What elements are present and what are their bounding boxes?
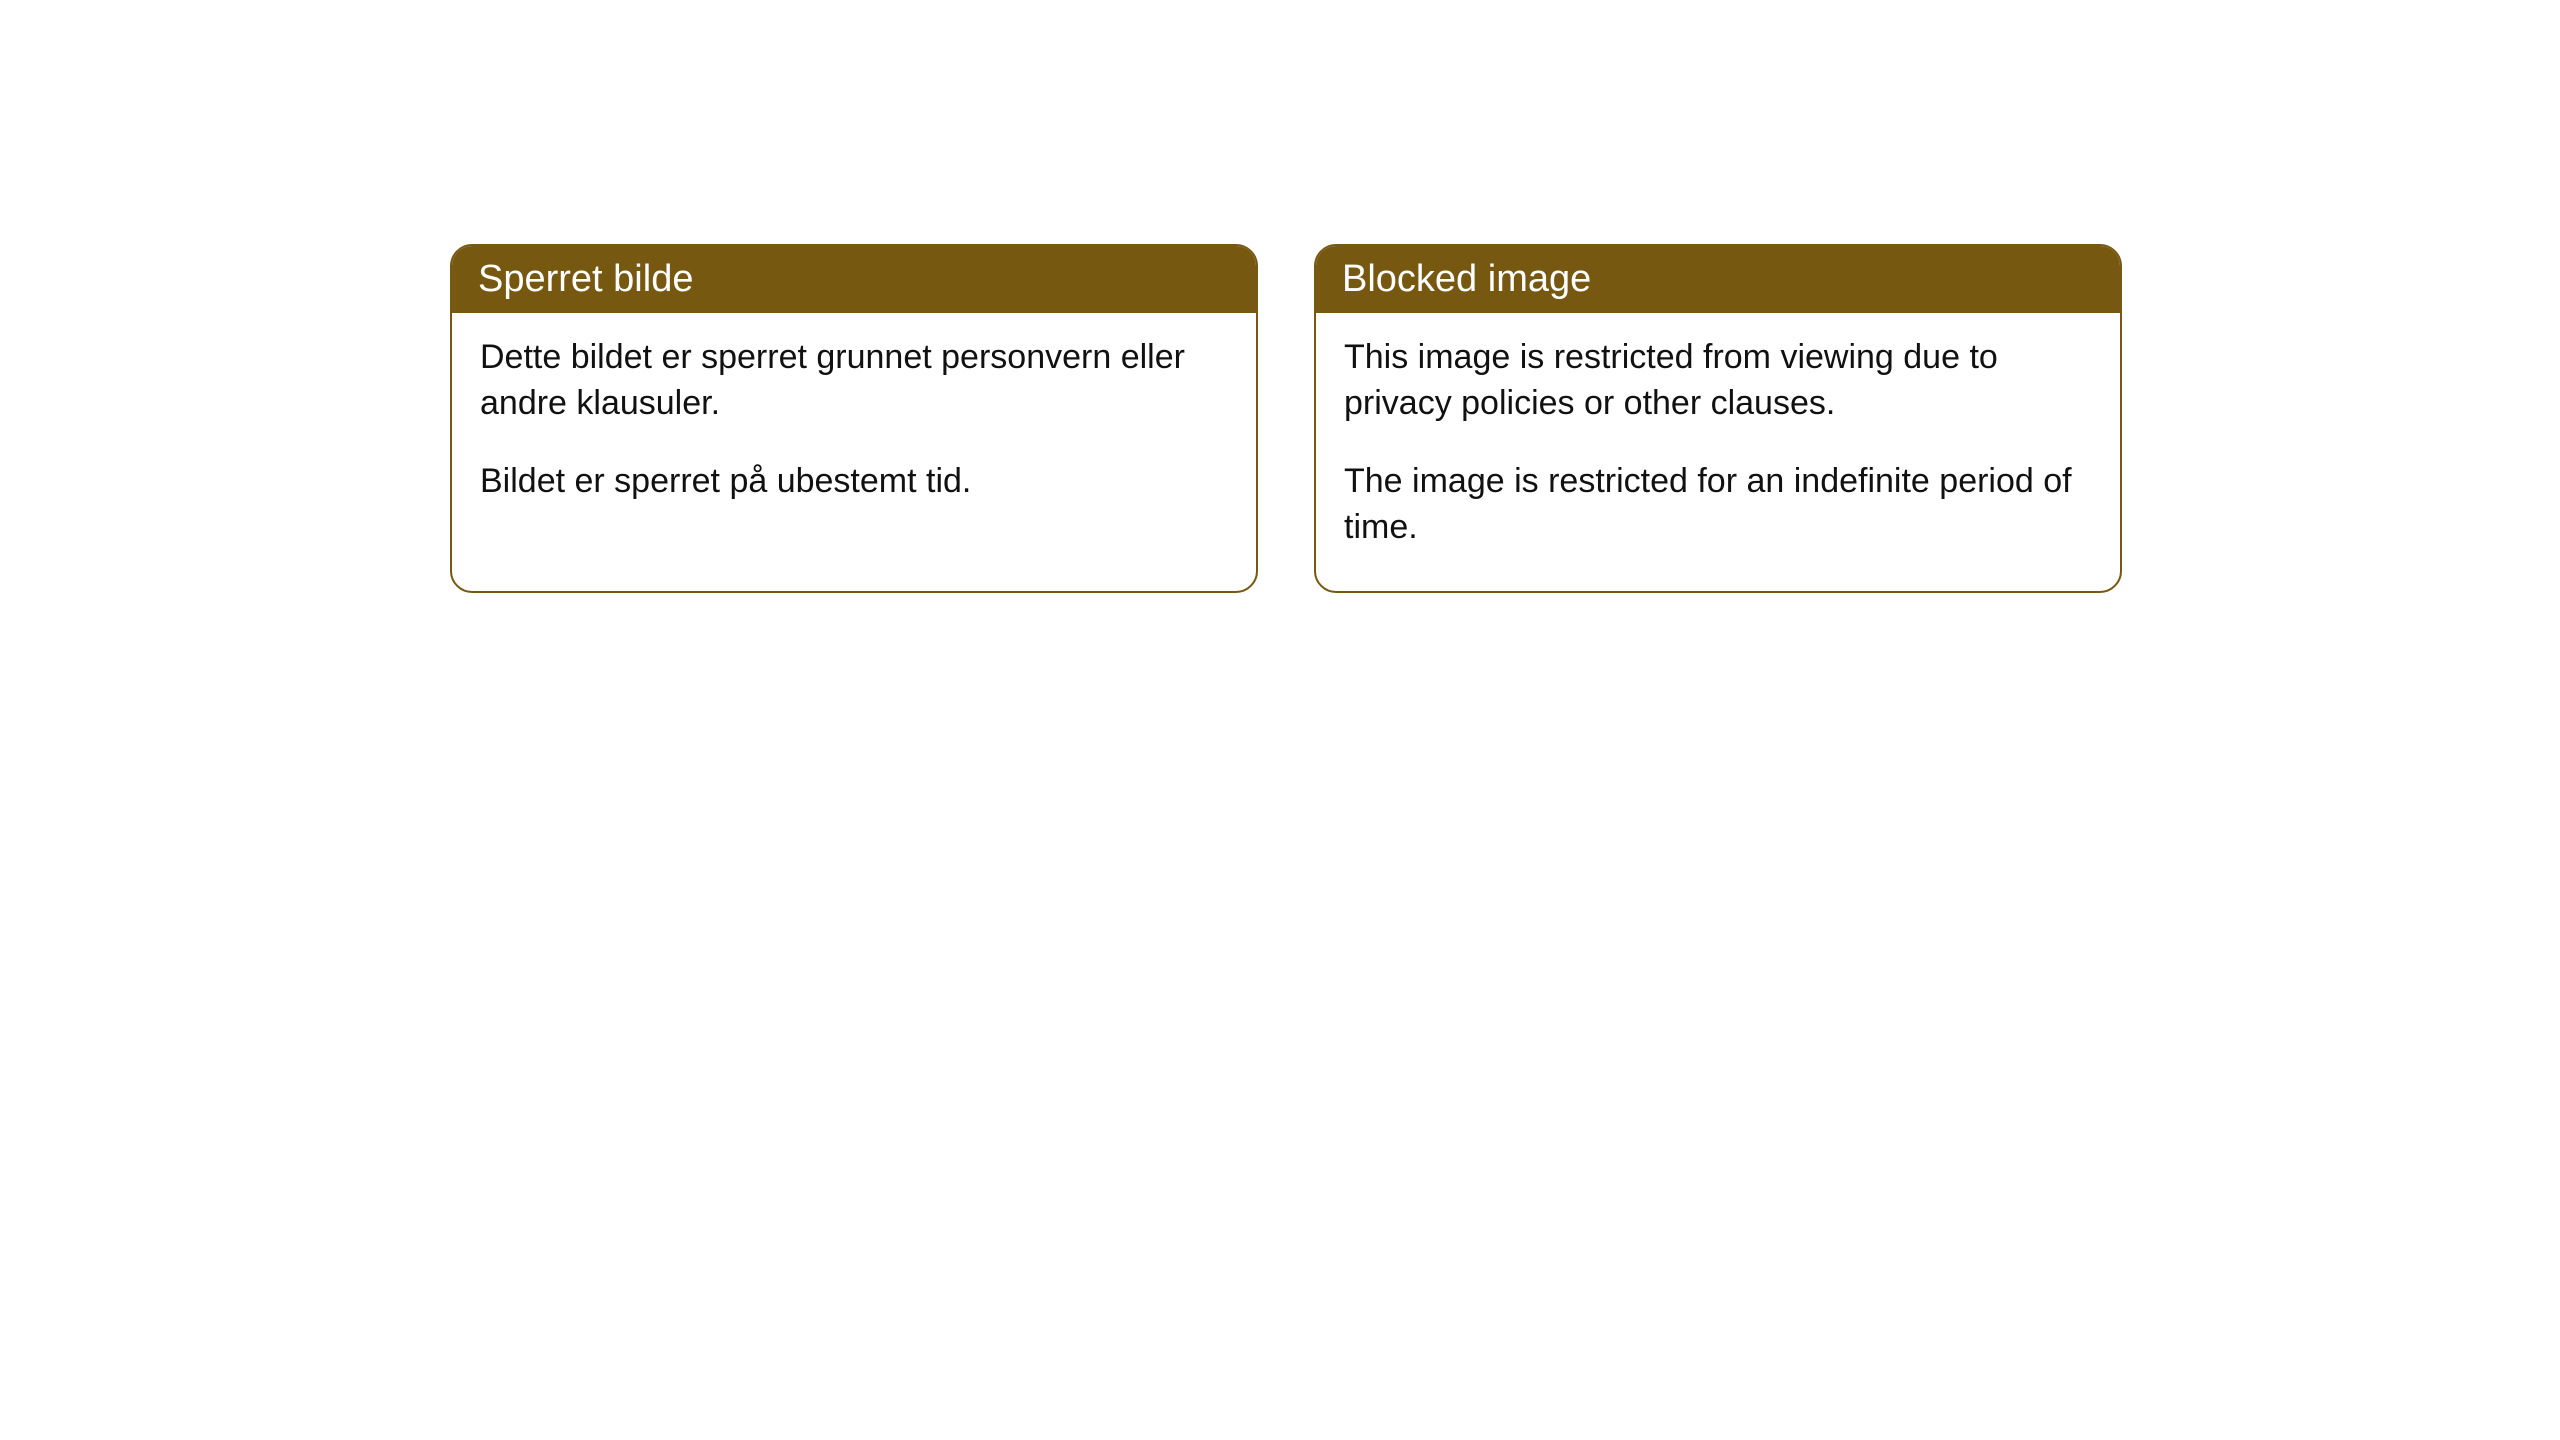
notice-text-2-norwegian: Bildet er sperret på ubestemt tid. (480, 459, 1228, 505)
notice-text-1-norwegian: Dette bildet er sperret grunnet personve… (480, 335, 1228, 427)
notice-text-2-english: The image is restricted for an indefinit… (1344, 459, 2092, 551)
notice-body-english: This image is restricted from viewing du… (1316, 313, 2120, 591)
notice-card-english: Blocked image This image is restricted f… (1314, 244, 2122, 593)
notice-header-english: Blocked image (1316, 246, 2120, 313)
notice-container: Sperret bilde Dette bildet er sperret gr… (0, 0, 2560, 593)
notice-body-norwegian: Dette bildet er sperret grunnet personve… (452, 313, 1256, 545)
notice-header-norwegian: Sperret bilde (452, 246, 1256, 313)
notice-text-1-english: This image is restricted from viewing du… (1344, 335, 2092, 427)
notice-card-norwegian: Sperret bilde Dette bildet er sperret gr… (450, 244, 1258, 593)
